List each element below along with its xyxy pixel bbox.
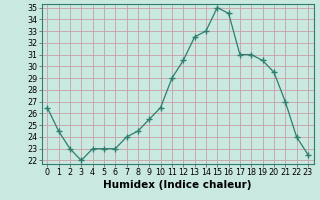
X-axis label: Humidex (Indice chaleur): Humidex (Indice chaleur) [103,180,252,190]
